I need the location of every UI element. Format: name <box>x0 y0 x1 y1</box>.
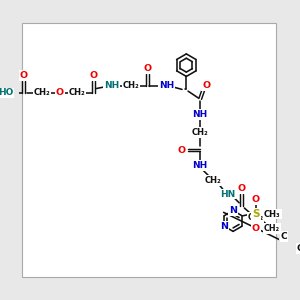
Text: N: N <box>229 206 237 215</box>
Text: C: C <box>296 244 300 253</box>
Text: CH₂: CH₂ <box>33 88 50 98</box>
Text: CH₂: CH₂ <box>248 213 264 222</box>
Text: CH₂: CH₂ <box>123 81 139 90</box>
Text: N: N <box>220 222 228 231</box>
Text: O: O <box>202 81 210 90</box>
Text: HO: HO <box>0 88 13 98</box>
Text: C: C <box>281 232 287 241</box>
Text: O: O <box>252 224 260 233</box>
Text: NH: NH <box>193 110 208 119</box>
Text: O: O <box>56 88 64 98</box>
Text: O: O <box>20 71 28 80</box>
Text: O: O <box>143 64 152 73</box>
Text: O: O <box>252 195 260 204</box>
Text: S: S <box>252 209 260 219</box>
Text: CH₂: CH₂ <box>69 88 85 98</box>
Text: NH: NH <box>104 81 119 90</box>
Text: CH₂: CH₂ <box>264 224 280 233</box>
Text: CH₂: CH₂ <box>205 176 221 185</box>
Text: CH₂: CH₂ <box>192 128 208 137</box>
Text: CH₃: CH₃ <box>264 210 281 219</box>
Text: NH: NH <box>193 161 208 170</box>
Text: O: O <box>238 184 246 194</box>
Text: HN: HN <box>220 190 236 199</box>
Text: O: O <box>90 71 98 80</box>
Text: NH: NH <box>159 81 174 90</box>
Text: O: O <box>178 146 186 154</box>
